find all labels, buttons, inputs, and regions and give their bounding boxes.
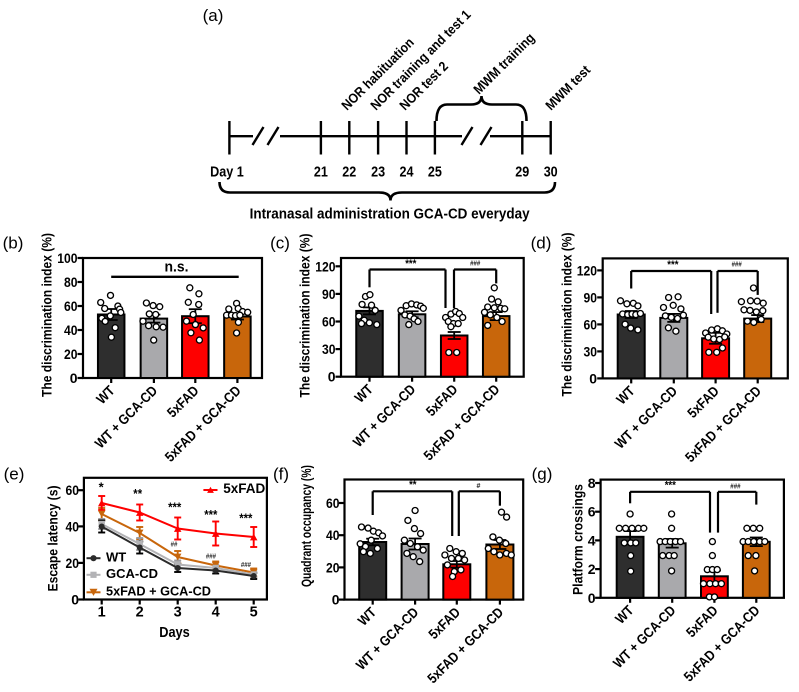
svg-text:***: ***	[239, 511, 253, 526]
svg-text:22: 22	[342, 165, 356, 181]
svg-text:20: 20	[326, 559, 340, 575]
svg-text:0: 0	[589, 370, 597, 386]
svg-text:0: 0	[588, 590, 596, 606]
svg-text:6: 6	[588, 504, 596, 520]
svg-text:30: 30	[544, 165, 558, 181]
svg-text:Days: Days	[159, 624, 190, 641]
svg-text:***: ***	[405, 258, 417, 270]
svg-text:(f): (f)	[273, 465, 289, 484]
svg-text:30: 30	[322, 341, 336, 357]
svg-text:###: ###	[730, 484, 740, 491]
svg-text:5xFAD: 5xFAD	[223, 481, 265, 496]
svg-text:Escape latency (s): Escape latency (s)	[45, 486, 61, 592]
svg-text:24: 24	[400, 165, 414, 181]
svg-text:40: 40	[64, 322, 78, 338]
svg-text:60: 60	[584, 316, 598, 332]
svg-text:0: 0	[70, 370, 78, 386]
svg-text:40: 40	[66, 518, 80, 534]
svg-text:###: ###	[470, 261, 480, 268]
svg-text:###: ###	[241, 562, 251, 569]
svg-text:20: 20	[66, 555, 80, 571]
svg-text:23: 23	[371, 165, 385, 181]
svg-text:21: 21	[314, 165, 328, 181]
svg-text:2: 2	[136, 605, 144, 621]
svg-text:The discrimination index (%): The discrimination index (%)	[558, 233, 574, 397]
svg-text:The discrimination index (%): The discrimination index (%)	[39, 233, 55, 397]
svg-text:**: **	[409, 479, 417, 491]
svg-text:***: ***	[665, 480, 677, 492]
svg-text:Day 1: Day 1	[210, 165, 244, 181]
svg-text:***: ***	[204, 507, 218, 522]
svg-text:60: 60	[322, 314, 336, 330]
svg-text:0: 0	[332, 592, 340, 608]
svg-text:120: 120	[577, 262, 597, 278]
svg-text:29: 29	[515, 165, 529, 181]
svg-text:(d): (d)	[531, 234, 552, 253]
svg-text:0: 0	[71, 592, 79, 608]
svg-text:WT: WT	[106, 550, 126, 565]
svg-text:40: 40	[326, 527, 340, 543]
svg-text:###: ###	[732, 262, 742, 269]
svg-text:100: 100	[57, 250, 77, 266]
svg-text:Platform crossings: Platform crossings	[570, 484, 586, 595]
svg-text:80: 80	[64, 274, 78, 290]
svg-text:(e): (e)	[4, 465, 25, 484]
svg-text:120: 120	[315, 258, 335, 274]
svg-text:n.s.: n.s.	[165, 260, 189, 276]
svg-text:1: 1	[98, 605, 106, 621]
svg-text:Quadrant occupancy (%): Quadrant occupancy (%)	[298, 465, 314, 587]
svg-text:**: **	[133, 486, 143, 501]
svg-text:20: 20	[64, 346, 78, 362]
svg-text:60: 60	[326, 495, 340, 511]
svg-text:The discrimination index (%): The discrimination index (%)	[297, 234, 313, 398]
svg-text:***: ***	[667, 259, 679, 271]
svg-text:GCA-CD: GCA-CD	[106, 566, 158, 581]
svg-text:25: 25	[428, 165, 442, 181]
svg-text:2: 2	[588, 561, 596, 577]
svg-text:(b): (b)	[3, 234, 24, 253]
svg-text:(a): (a)	[203, 6, 224, 25]
svg-text:8: 8	[588, 475, 596, 491]
svg-text:*: *	[99, 480, 105, 495]
svg-text:##: ##	[171, 542, 178, 549]
svg-text:4: 4	[588, 532, 596, 548]
svg-text:5xFAD + GCA-CD: 5xFAD + GCA-CD	[106, 584, 211, 599]
svg-text:60: 60	[64, 298, 78, 314]
svg-text:5: 5	[250, 605, 258, 621]
svg-text:Intranasal administration GCA-: Intranasal administration GCA-CD everyda…	[250, 207, 530, 223]
svg-text:4: 4	[212, 605, 220, 621]
svg-text:3: 3	[174, 605, 182, 621]
svg-text:30: 30	[584, 343, 598, 359]
svg-text:90: 90	[322, 286, 336, 302]
svg-text:###: ###	[206, 554, 216, 561]
svg-text:#: #	[477, 483, 481, 490]
svg-text:90: 90	[584, 289, 598, 305]
svg-text:(c): (c)	[270, 234, 290, 253]
svg-text:***: ***	[168, 500, 182, 515]
svg-text:(g): (g)	[532, 465, 553, 484]
svg-text:0: 0	[328, 369, 336, 385]
svg-text:60: 60	[66, 482, 80, 498]
